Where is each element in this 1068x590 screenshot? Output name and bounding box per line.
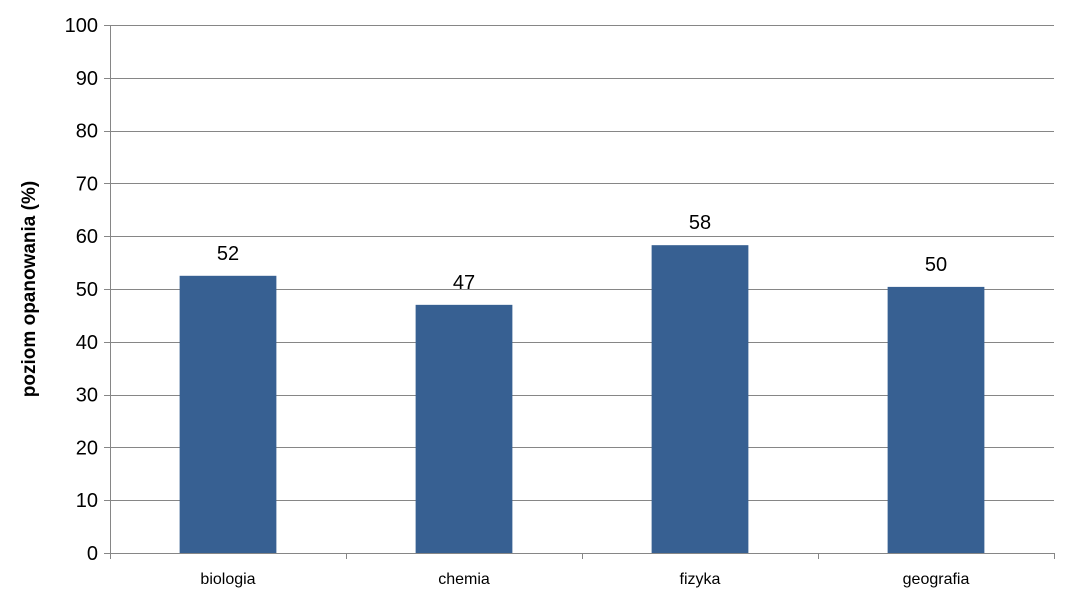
data-label: 50 — [925, 254, 947, 276]
y-tick-label: 70 — [76, 173, 98, 195]
y-tick-label: 0 — [87, 543, 98, 565]
y-tick-label: 60 — [76, 226, 98, 248]
bar-biologia — [179, 275, 277, 553]
data-label: 58 — [689, 212, 711, 234]
y-tick-label: 40 — [76, 332, 98, 354]
y-tick-label: 50 — [76, 279, 98, 301]
y-tick-label: 100 — [65, 15, 98, 37]
y-tick-label: 30 — [76, 385, 98, 407]
x-tick-label: chemia — [438, 571, 490, 588]
y-tick-label: 90 — [76, 68, 98, 90]
y-axis-title: poziom opanowania (%) — [19, 181, 40, 397]
y-tick-label: 10 — [76, 490, 98, 512]
x-tick-label: fizyka — [680, 571, 721, 588]
x-tick-label: geografia — [903, 571, 970, 588]
data-label: 52 — [217, 243, 239, 265]
y-tick-label: 80 — [76, 121, 98, 143]
data-label: 47 — [453, 272, 475, 294]
bars — [179, 245, 985, 553]
y-tick-labels: 0 10 20 30 40 50 60 70 80 90 100 — [65, 15, 98, 565]
x-tick-label: biologia — [200, 571, 255, 588]
axes — [104, 25, 1055, 559]
bar-fizyka — [651, 245, 749, 553]
x-tick-labels: biologia chemia fizyka geografia — [200, 571, 969, 588]
bar-chemia — [415, 304, 513, 553]
bar-geografia — [887, 286, 985, 553]
data-labels: 52 47 58 50 — [217, 212, 947, 294]
y-tick-label: 20 — [76, 437, 98, 459]
